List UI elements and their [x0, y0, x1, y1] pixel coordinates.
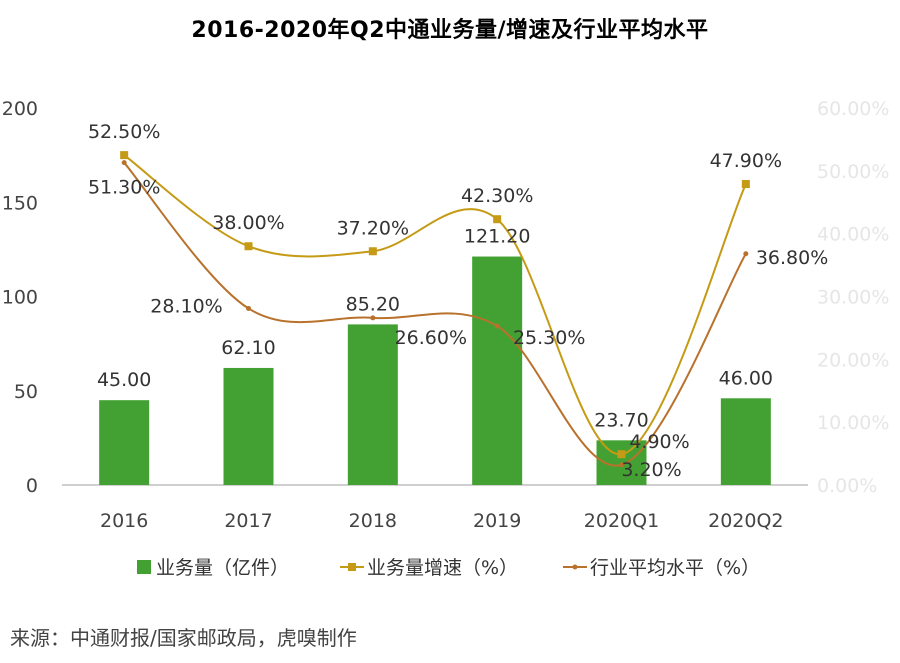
y2-tick-label: 50.00%	[817, 161, 889, 183]
legend-growth-marker	[348, 563, 356, 571]
industry-marker	[619, 462, 624, 468]
y-tick-label: 150	[2, 192, 38, 214]
bar-value-label: 23.70	[594, 409, 648, 431]
x-tick-label: 2017	[224, 510, 272, 532]
x-tick-label: 2019	[473, 510, 521, 532]
legend-bar-swatch	[137, 560, 151, 574]
y2-tick-label: 20.00%	[817, 349, 889, 371]
legend-industry-label: 行业平均水平（%）	[590, 557, 760, 579]
growth-marker	[244, 242, 253, 251]
data-labels: 45.00 62.10 85.20 121.20 23.70 46.00 52.50% 38.…	[88, 121, 828, 481]
bar	[347, 324, 398, 485]
bar-value-label: 85.20	[346, 293, 400, 315]
growth-value-label: 47.90%	[710, 150, 782, 172]
source-note: 来源：中通财报/国家邮政局，虎嗅制作	[10, 626, 357, 650]
industry-value-label: 26.60%	[395, 327, 467, 349]
chart-title: 2016-2020年Q2中通业务量/增速及行业平均水平	[191, 18, 709, 43]
legend-bar-label: 业务量（亿件）	[156, 557, 289, 579]
y-tick-label: 0	[26, 475, 38, 497]
x-tick-label: 2020Q2	[708, 510, 783, 532]
y-tick-label: 100	[2, 287, 38, 309]
growth-value-label: 38.00%	[212, 212, 284, 234]
y-tick-label: 50	[14, 381, 38, 403]
y2-tick-label: 40.00%	[817, 224, 889, 246]
growth-value-label: 42.30%	[461, 185, 533, 207]
growth-marker	[120, 151, 129, 160]
bar	[472, 256, 523, 485]
bar-value-label: 46.00	[719, 367, 773, 389]
industry-marker	[121, 160, 127, 166]
right-axis-ticks: 0.00% 10.00% 20.00% 30.00% 40.00% 50.00% 60.00…	[817, 98, 889, 497]
industry-marker	[370, 315, 376, 321]
bar	[720, 398, 771, 485]
x-tick-label: 2020Q1	[584, 510, 659, 532]
bar	[223, 367, 274, 485]
bar-value-label: 62.10	[221, 337, 275, 359]
x-tick-label: 2018	[349, 510, 397, 532]
legend: 业务量（亿件） 业务量增速（%） 行业平均水平（%）	[137, 557, 760, 579]
y2-tick-label: 60.00%	[817, 98, 889, 120]
x-tick-label: 2016	[100, 510, 148, 532]
left-axis-ticks: 0 50 100 150 200	[2, 98, 38, 497]
industry-marker	[246, 305, 251, 311]
legend-industry-marker	[572, 564, 578, 570]
industry-value-label: 51.30%	[88, 177, 160, 199]
x-axis-ticks: 2016 2017 2018 2019 2020Q1 2020Q2	[100, 510, 784, 532]
y2-tick-label: 10.00%	[817, 412, 889, 434]
bar	[99, 400, 150, 485]
bar-value-label: 121.20	[464, 226, 530, 248]
industry-marker	[494, 323, 500, 329]
industry-line	[123, 162, 747, 467]
growth-marker	[741, 180, 750, 189]
growth-value-label: 52.50%	[88, 121, 160, 143]
growth-marker	[368, 247, 377, 256]
industry-value-label: 36.80%	[756, 247, 828, 269]
y-tick-label: 200	[2, 98, 38, 120]
bar-value-label: 45.00	[97, 369, 151, 391]
industry-value-label: 25.30%	[513, 327, 585, 349]
y2-tick-label: 0.00%	[817, 475, 877, 497]
growth-marker	[617, 450, 626, 459]
line-series	[120, 151, 750, 468]
legend-growth-label: 业务量增速（%）	[367, 557, 518, 579]
growth-value-label: 4.90%	[629, 431, 689, 453]
industry-value-label: 3.20%	[621, 459, 681, 481]
y2-tick-label: 30.00%	[817, 287, 889, 309]
growth-marker	[493, 215, 502, 224]
industry-marker	[743, 251, 749, 257]
industry-value-label: 28.10%	[150, 295, 222, 317]
growth-value-label: 37.20%	[337, 217, 409, 239]
